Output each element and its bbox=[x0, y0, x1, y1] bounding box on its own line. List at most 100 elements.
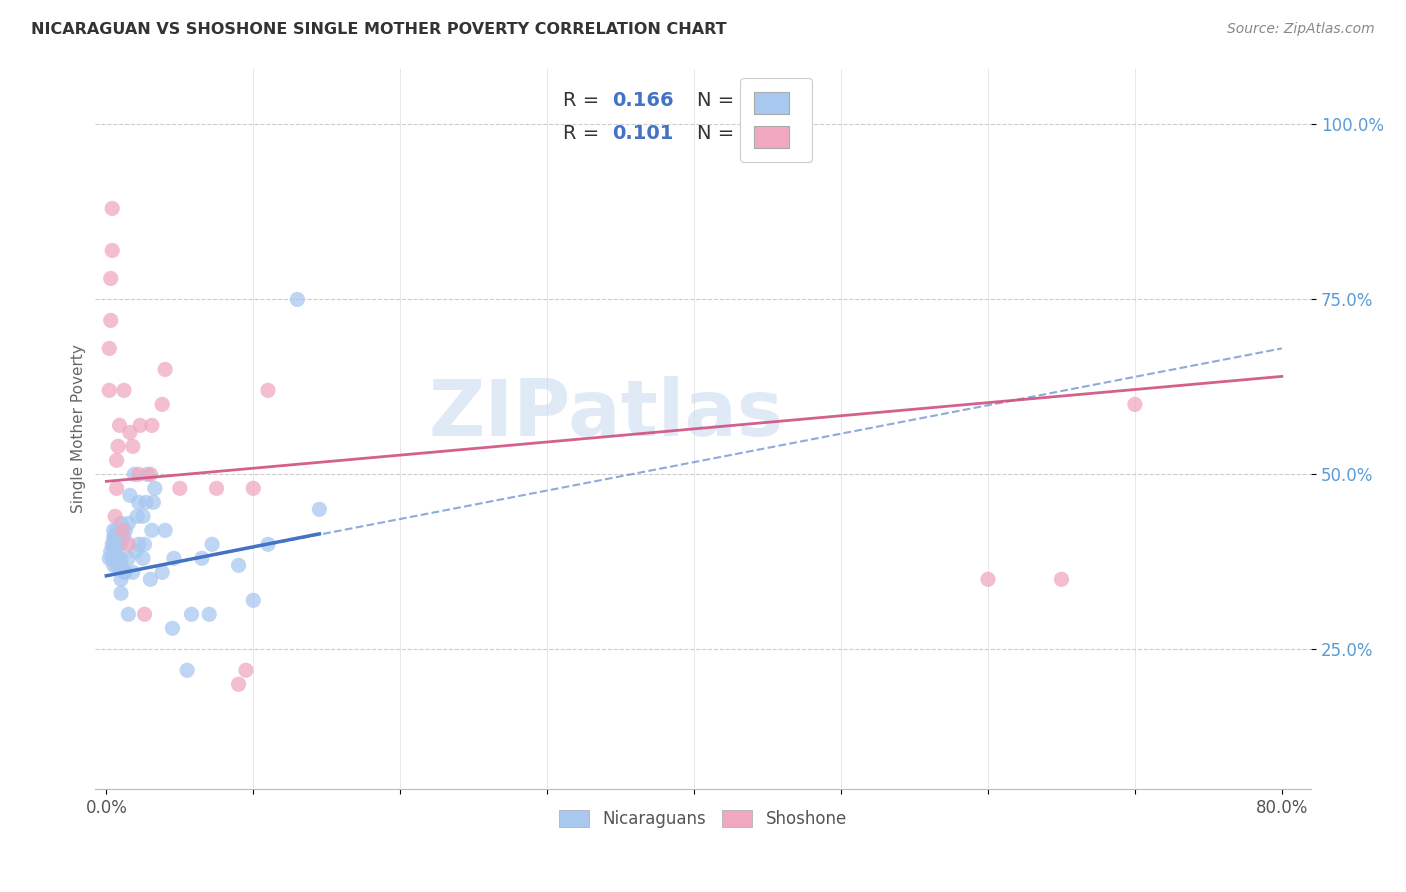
Point bbox=[285, 293, 308, 307]
Point bbox=[128, 495, 150, 509]
Point bbox=[132, 551, 155, 566]
Text: ZIPatlas: ZIPatlas bbox=[427, 376, 783, 452]
Point bbox=[977, 572, 1000, 586]
Point bbox=[118, 488, 141, 502]
Point bbox=[134, 537, 156, 551]
Point bbox=[257, 384, 280, 398]
Text: N =: N = bbox=[697, 124, 741, 143]
Text: 0.101: 0.101 bbox=[612, 124, 673, 143]
Point bbox=[121, 439, 143, 453]
Point bbox=[134, 607, 156, 622]
Point bbox=[198, 607, 221, 622]
Point bbox=[105, 524, 128, 538]
Point bbox=[114, 524, 136, 538]
Point bbox=[132, 509, 155, 524]
Point bbox=[125, 544, 148, 558]
Point bbox=[118, 425, 141, 440]
Point bbox=[176, 663, 198, 677]
Text: NICARAGUAN VS SHOSHONE SINGLE MOTHER POVERTY CORRELATION CHART: NICARAGUAN VS SHOSHONE SINGLE MOTHER POV… bbox=[31, 22, 727, 37]
Point bbox=[150, 397, 173, 411]
Point bbox=[98, 384, 121, 398]
Point bbox=[257, 537, 280, 551]
Point bbox=[117, 516, 139, 531]
Point bbox=[308, 502, 330, 516]
Point bbox=[142, 495, 165, 509]
Point bbox=[180, 607, 202, 622]
Point bbox=[235, 663, 257, 677]
Point bbox=[169, 481, 191, 495]
Point bbox=[103, 524, 125, 538]
Point bbox=[127, 509, 149, 524]
Point bbox=[110, 558, 132, 573]
Point bbox=[228, 677, 250, 691]
Point bbox=[103, 530, 125, 544]
Point bbox=[108, 418, 131, 433]
Point bbox=[139, 467, 162, 482]
Point bbox=[128, 537, 150, 551]
Point bbox=[105, 453, 128, 467]
Point bbox=[104, 530, 127, 544]
Point bbox=[107, 537, 129, 551]
Point bbox=[98, 551, 121, 566]
Point bbox=[110, 551, 132, 566]
Text: 0.166: 0.166 bbox=[612, 92, 673, 111]
Point bbox=[100, 271, 122, 285]
Point bbox=[153, 524, 176, 538]
Point bbox=[101, 551, 124, 566]
Point bbox=[162, 621, 184, 635]
Point bbox=[98, 342, 121, 356]
Point bbox=[122, 467, 145, 482]
Point bbox=[242, 593, 264, 607]
Text: Source: ZipAtlas.com: Source: ZipAtlas.com bbox=[1227, 22, 1375, 37]
Point bbox=[1050, 572, 1073, 586]
Point bbox=[107, 551, 129, 566]
Point bbox=[242, 481, 264, 495]
Point bbox=[110, 516, 132, 531]
Point bbox=[104, 551, 127, 566]
Y-axis label: Single Mother Poverty: Single Mother Poverty bbox=[72, 344, 86, 513]
Text: R =: R = bbox=[562, 92, 606, 111]
Point bbox=[114, 566, 136, 580]
Point bbox=[135, 495, 157, 509]
Point bbox=[117, 551, 139, 566]
Point bbox=[100, 544, 122, 558]
Point bbox=[128, 467, 150, 482]
Text: N =: N = bbox=[697, 92, 741, 111]
Text: 32: 32 bbox=[740, 124, 766, 143]
Point bbox=[101, 244, 124, 258]
Point bbox=[121, 566, 143, 580]
Point bbox=[100, 313, 122, 327]
Point bbox=[105, 481, 128, 495]
Point bbox=[107, 439, 129, 453]
Point bbox=[112, 566, 135, 580]
Point bbox=[1123, 397, 1146, 411]
Point bbox=[103, 544, 125, 558]
Point bbox=[150, 566, 173, 580]
Point bbox=[105, 558, 128, 573]
Point bbox=[117, 607, 139, 622]
Point bbox=[141, 524, 163, 538]
Point bbox=[103, 537, 125, 551]
Point bbox=[143, 481, 166, 495]
Point bbox=[104, 509, 127, 524]
Text: R =: R = bbox=[562, 124, 606, 143]
Point bbox=[191, 551, 214, 566]
Point bbox=[110, 586, 132, 600]
Point bbox=[153, 362, 176, 376]
Text: 60: 60 bbox=[740, 92, 766, 111]
Point bbox=[129, 418, 152, 433]
Point bbox=[104, 544, 127, 558]
Point bbox=[112, 530, 135, 544]
Point bbox=[110, 572, 132, 586]
Point bbox=[228, 558, 250, 573]
Point bbox=[105, 537, 128, 551]
Point bbox=[111, 524, 134, 538]
Point bbox=[101, 202, 124, 216]
Point bbox=[103, 558, 125, 573]
Point bbox=[139, 572, 162, 586]
Point bbox=[201, 537, 224, 551]
Point bbox=[110, 537, 132, 551]
Point bbox=[112, 384, 135, 398]
Point bbox=[141, 418, 163, 433]
Legend: Nicaraguans, Shoshone: Nicaraguans, Shoshone bbox=[553, 804, 853, 835]
